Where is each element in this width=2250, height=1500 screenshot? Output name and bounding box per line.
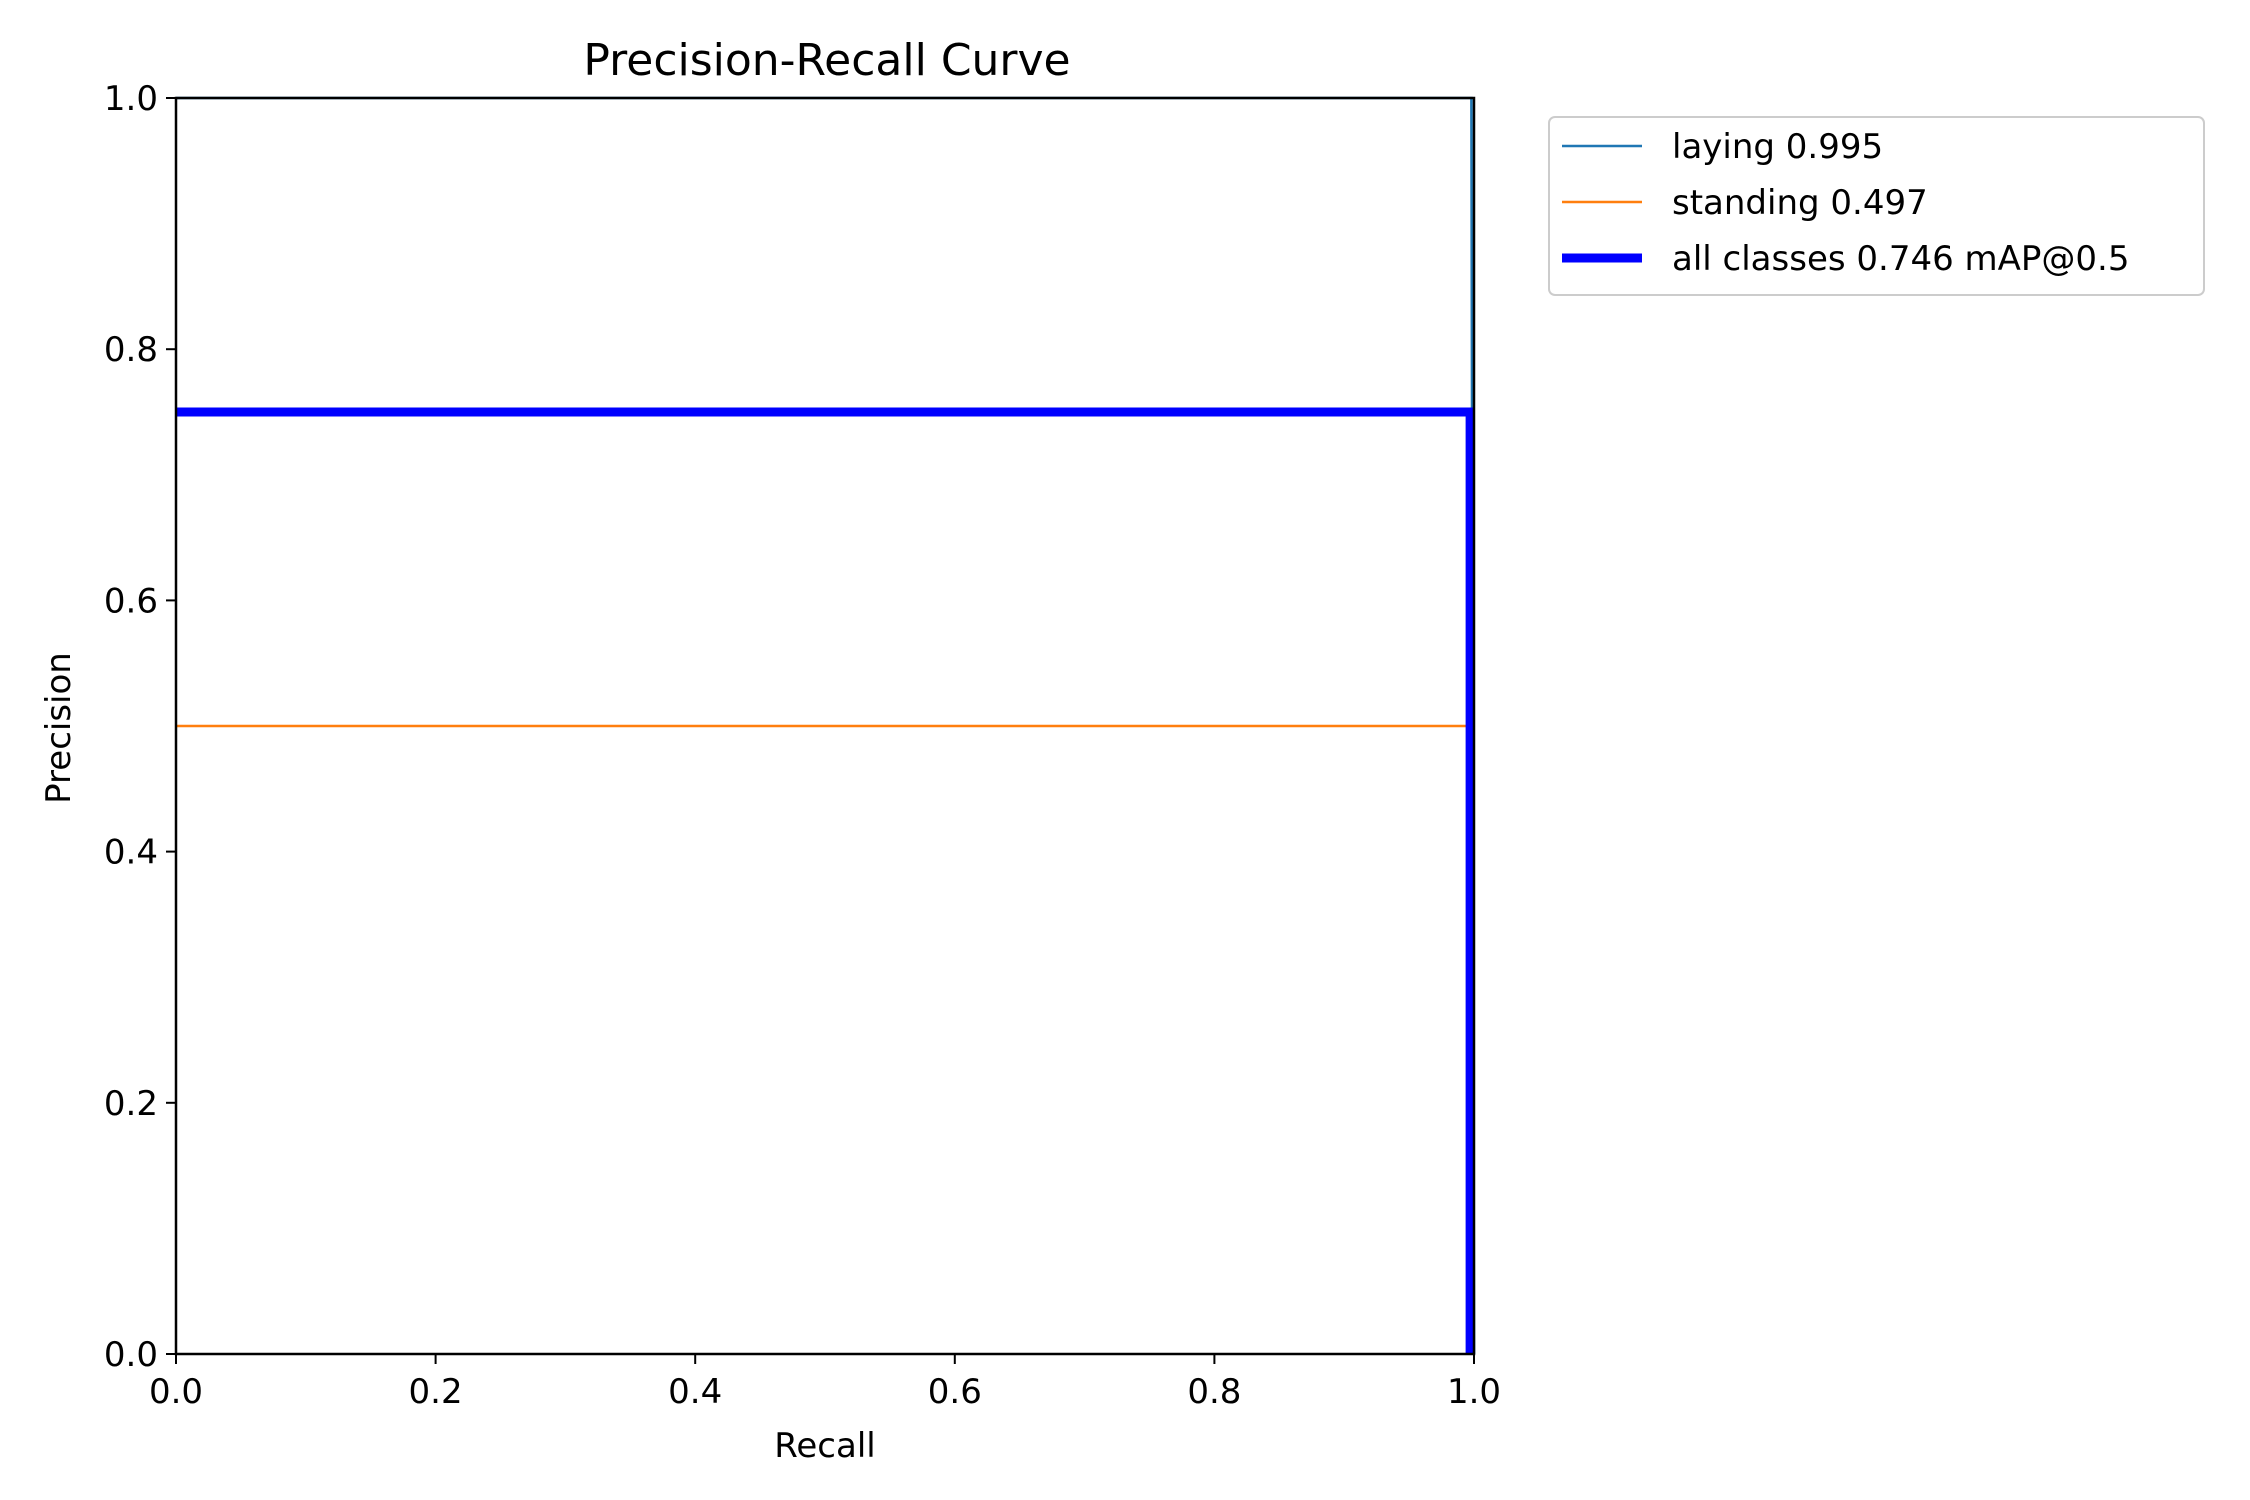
legend-items: laying 0.995 standing 0.497 all classes 0.… [1562,127,2129,279]
legend: laying 0.995 standing 0.497 all classes 0.… [1548,116,2205,296]
y-tick-label-0: 0.0 [104,1335,158,1375]
x-tick-label-2: 0.4 [668,1372,722,1412]
legend-label-0: laying 0.995 [1672,127,1883,167]
x-tick-label-1: 0.2 [409,1372,463,1412]
y-tick-label-2: 0.4 [104,833,158,873]
legend-label-1: standing 0.497 [1672,183,1928,223]
y-tick-label-4: 0.8 [104,330,158,370]
legend-box [1548,116,2205,296]
x-tick-label-4: 0.8 [1187,1372,1241,1412]
chart-title: Precision-Recall Curve [583,35,1070,86]
x-axis-label: Recall [774,1426,875,1466]
x-axis-ticks: 0.0 0.2 0.4 0.6 0.8 1.0 [149,1354,1501,1412]
series-line-2 [176,407,1475,1354]
plot-frame [174,96,1476,1356]
x-tick-label-5: 1.0 [1447,1372,1501,1412]
y-axis-ticks: 0.0 0.2 0.4 0.6 0.8 1.0 [104,79,176,1375]
y-tick-label-1: 0.2 [104,1084,158,1124]
y-tick-label-3: 0.6 [104,581,158,621]
legend-label-2: all classes 0.746 mAP@0.5 [1672,239,2129,279]
y-tick-label-5: 1.0 [104,79,158,119]
x-tick-label-0: 0.0 [149,1372,203,1412]
y-axis-label: Precision [39,652,79,804]
x-tick-label-3: 0.6 [928,1372,982,1412]
